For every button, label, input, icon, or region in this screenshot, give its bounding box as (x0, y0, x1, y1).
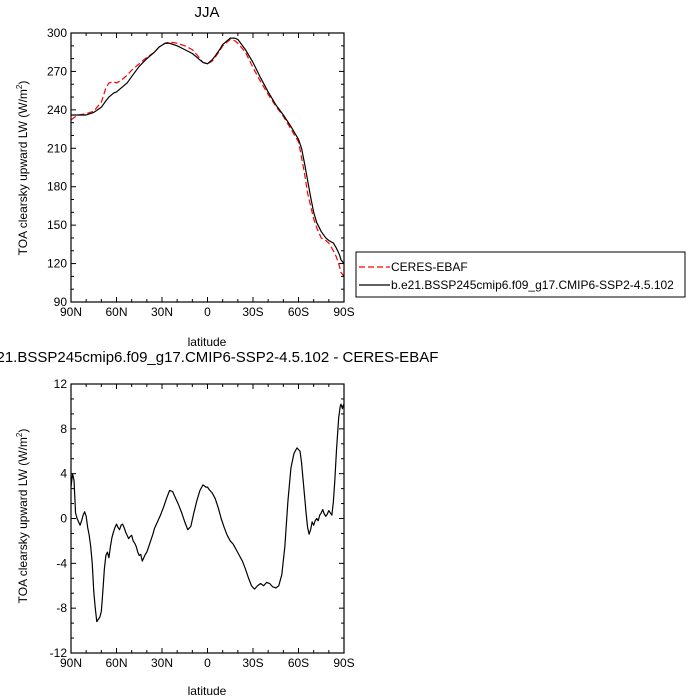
top-y-axis-label: TOA clearsky upward LW (W/m2) (15, 81, 30, 256)
top-y-tick-label: 120 (47, 257, 67, 271)
bottom-x-tick-label: 60N (105, 656, 127, 670)
top-x-tick-label: 0 (204, 305, 211, 319)
top-x-tick-label: 90S (333, 305, 354, 319)
top-y-tick-label: 240 (47, 103, 67, 117)
bottom-plot-frame (70, 383, 345, 654)
bottom-y-tick-label: -12 (50, 646, 68, 660)
bottom-chart-title: b.e21.BSSP245cmip6.f09_g17.CMIP6-SSP2-4.… (0, 349, 438, 366)
top-x-axis-label: latitude (188, 335, 227, 349)
top-x-tick-label: 30N (151, 305, 173, 319)
top-plot-area: 90N 60N 30N 0 30S 60S 90S 90 120 150 180 210 240 270 3… (47, 26, 355, 319)
bottom-panel: b.e21.BSSP245cmip6.f09_g17.CMIP6-SSP2-4.… (0, 349, 438, 698)
top-y-tick-label: 180 (47, 180, 67, 194)
top-chart-title: JJA (194, 4, 219, 21)
legend-box (355, 251, 686, 298)
legend-label-ceres: CERES-EBAF (391, 260, 468, 274)
bottom-x-axis-label: latitude (188, 684, 227, 698)
top-x-tick-label: 30S (242, 305, 263, 319)
bottom-y-tick-label: 0 (60, 512, 67, 526)
top-series-line-0 (71, 38, 344, 277)
top-y-tick-label: 90 (54, 295, 68, 309)
top-y-tick-label: 300 (47, 26, 67, 40)
bottom-x-tick-label: 0 (204, 656, 211, 670)
bottom-x-tick-label: 90N (60, 656, 82, 670)
bottom-y-tick-label: 12 (54, 377, 68, 391)
bottom-y-tick-label: -8 (56, 601, 67, 615)
bottom-x-tick-label: 60S (288, 656, 309, 670)
top-x-tick-label: 90N (60, 305, 82, 319)
top-panel: JJA 90N 60N 30N 0 30S 60S 90S 90 120 150 180 210 240… (15, 4, 686, 349)
legend-label-model: b.e21.BSSP245cmip6.f09_g17.CMIP6-SSP2-4.… (391, 278, 674, 292)
bottom-plot-area: 90N 60N 30N 0 30S 60S 90S -12 -8 -4 0 4 8 12 (50, 377, 355, 670)
top-y-tick-label: 150 (47, 218, 67, 232)
bottom-y-tick-label: 4 (60, 467, 67, 481)
bottom-y-tick-label: -4 (56, 556, 67, 570)
top-y-tick-label: 210 (47, 141, 67, 155)
bottom-x-tick-label: 30N (151, 656, 173, 670)
top-series-line-1 (71, 37, 344, 264)
top-x-tick-label: 60S (288, 305, 309, 319)
top-y-tick-label: 270 (47, 64, 67, 78)
bottom-y-tick-label: 8 (60, 422, 67, 436)
top-x-tick-label: 60N (105, 305, 127, 319)
bottom-series-line-0 (71, 403, 344, 623)
bottom-y-axis-label: TOA clearsky upward LW (W/m2) (15, 429, 30, 604)
bottom-x-tick-label: 30S (242, 656, 263, 670)
bottom-x-tick-label: 90S (333, 656, 354, 670)
legend: CERES-EBAF b.e21.BSSP245cmip6.f09_g17.CM… (355, 251, 686, 298)
